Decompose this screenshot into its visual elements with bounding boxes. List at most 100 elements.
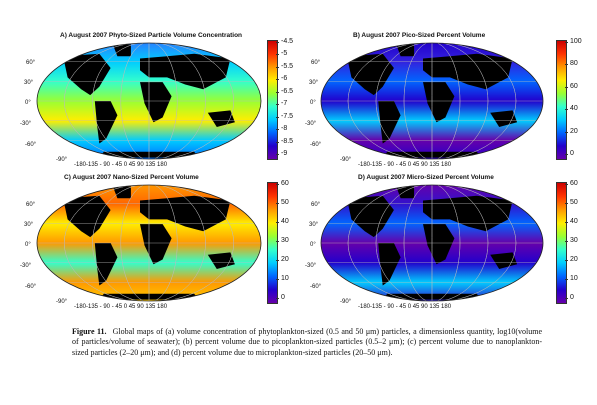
colorbar-tick: 0 [276,294,285,301]
panel-c-lat-m30: -30° [20,263,32,269]
land-mass [396,44,415,57]
panel-b-colorbar-ticks: 100 80 60 40 20 0 [565,38,592,157]
colorbar-tick: -7 [275,100,288,108]
panel-c-lat-m90: -90° [56,299,68,305]
land-mass [94,243,118,286]
land-mass [490,252,518,269]
colorbar-tick: 100 [565,38,582,45]
panel-c-lat-30: 30° [24,222,34,228]
panel-a-title: A) August 2007 Phyto-Sized Particle Volu… [60,32,243,39]
map-outline [36,42,262,160]
panel-b-lat-m60: -60° [310,142,322,148]
land-mass [423,195,513,232]
colorbar-tick: 80 [565,60,578,68]
panel-d-lat-60: 60° [311,202,321,208]
panel-d-lon-labels: -180-135 - 90 - 45 0 45 90 135 180 [358,304,452,310]
map-outline [320,184,544,302]
panel-d-colorbar-ticks: 60 50 40 30 20 10 0 [565,180,590,301]
graticule-line [347,43,517,159]
panel-d-lat-m30: -30° [305,263,317,269]
map-outline [320,42,544,160]
panel-b-lat-m90: -90° [340,157,352,163]
panel-c-title: C) August 2007 Nano-Sized Percent Volume [64,174,199,181]
colorbar-tick: 0 [565,294,574,301]
panel-a-lon-labels: -180-135 - 90 - 45 0 45 90 135 180 [74,162,168,168]
land-mass [346,53,394,96]
panel-a-map [36,42,262,160]
colorbar-tick: -5 [275,50,288,58]
land-mass [63,53,111,96]
land-mass [140,224,172,265]
graticule-line [347,185,517,301]
panel-d-map [320,184,544,302]
panel-a-lat-m30: -30° [20,121,32,127]
colorbar-tick: 40 [565,105,578,113]
graticule-line [120,43,178,159]
panel-b-map [320,42,544,160]
colorbar-tick: 50 [565,199,578,206]
panel-b-colorbar [556,40,567,160]
colorbar-tick: 30 [276,237,289,244]
colorbar-tick: -8 [275,125,288,133]
panel-b-lat-0: 0° [310,100,316,106]
panel-a-lat-30: 30° [24,80,34,86]
panel-d-lat-m60: -60° [310,284,322,290]
land-mass [423,82,455,123]
land-mass [207,252,235,269]
panel-a-lat-0: 0° [25,100,31,106]
graticule-line [403,43,461,159]
panel-b-lon-labels: -180-135 - 90 - 45 0 45 90 135 180 [358,162,452,168]
graticule-line [403,185,461,301]
land-mass [423,224,455,265]
panel-a-lat-60: 60° [26,60,36,66]
land-mass [423,53,513,90]
colorbar-tick: 40 [276,218,289,225]
graticule-line [92,43,206,159]
colorbar-tick: 20 [565,127,578,135]
panel-c-lat-60: 60° [26,202,36,208]
figure-caption-text: Global maps of (a) volume concentration … [72,327,542,357]
panel-b-lat-30: 30° [309,80,319,86]
panel-a-colorbar-ticks: -4.5 -5 -5.5 -6 -6.5 -7 -7.5 -8 -8.5 -9 [275,38,301,157]
colorbar-tick: -7.5 [275,112,294,120]
panel-c-lat-0: 0° [25,242,31,248]
colorbar-tick: -6.5 [275,87,294,95]
colorbar-tick: 10 [565,275,578,282]
panel-c-colorbar-ticks: 60 50 40 30 20 10 0 [276,180,301,301]
colorbar-tick: 60 [565,82,578,90]
panel-a-lat-m60: -60° [25,142,37,148]
panel-b-title: B) August 2007 Pico-Sized Percent Volume [353,32,486,39]
colorbar-tick: 50 [276,199,289,206]
panel-b-lat-m30: -30° [305,121,317,127]
land-mass [207,110,235,127]
panel-d-colorbar [556,182,567,304]
colorbar-tick: -9 [275,150,288,157]
graticule-line [375,185,489,301]
colorbar-tick: 20 [565,256,578,263]
panel-d-lat-0: 0° [310,242,316,248]
colorbar-tick: -5.5 [275,62,294,70]
colorbar-tick: 0 [565,150,574,157]
colorbar-tick: -4.5 [275,38,294,45]
graticule-line [64,43,234,159]
colorbar-tick: -8.5 [275,137,294,145]
panel-d-title: D) August 2007 Micro-Sized Percent Volum… [358,174,494,181]
land-mass [490,110,518,127]
figure-caption-label: Figure 11. [72,327,107,336]
graticule-line [92,185,206,301]
graticule-line [64,185,234,301]
land-mass [112,44,131,57]
colorbar-tick: 60 [276,180,289,187]
colorbar-tick: 60 [565,180,578,187]
land-mass [140,53,231,90]
graticule-line [120,185,178,301]
land-mass [94,101,118,144]
panel-d-lat-30: 30° [309,222,319,228]
colorbar-tick: 20 [276,256,289,263]
colorbar-tick: -6 [275,75,288,83]
land-mass [63,195,111,238]
panel-a-lat-m90: -90° [56,157,68,163]
colorbar-tick: 40 [565,218,578,225]
panel-c-lon-labels: -180-135 - 90 - 45 0 45 90 135 180 [74,304,168,310]
panel-b-lat-60: 60° [311,60,321,66]
